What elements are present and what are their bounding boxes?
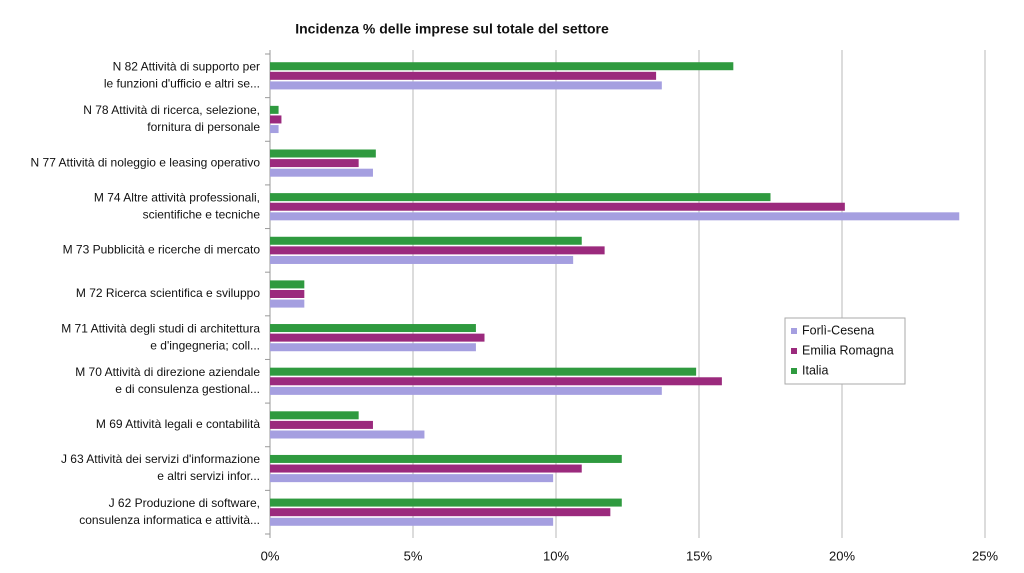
bar (270, 411, 359, 420)
legend-swatch (791, 328, 797, 334)
y-tick-label: N 77 Attività di noleggio e leasing oper… (31, 155, 261, 169)
y-tick-label: e di consulenza gestional... (115, 382, 260, 396)
y-tick-label: N 82 Attività di supporto per (113, 59, 260, 73)
bar (270, 115, 282, 124)
bar (270, 420, 373, 429)
bar (270, 212, 960, 221)
x-tick-label: 0% (261, 548, 280, 563)
bar (270, 498, 622, 507)
legend-label: Forlì-Cesena (802, 323, 874, 337)
y-tick-label: N 78 Attività di ricerca, selezione, (83, 103, 260, 117)
y-tick-label: M 74 Altre attività professionali, (94, 190, 260, 204)
y-tick-label: consulenza informatica e attività... (79, 513, 260, 527)
x-tick-label: 10% (543, 548, 569, 563)
bar (270, 333, 485, 342)
bar (270, 474, 554, 483)
bar (270, 386, 662, 395)
bar (270, 246, 605, 255)
bar (270, 168, 373, 177)
legend-label: Italia (802, 363, 828, 377)
y-tick-label: scientifiche e tecniche (143, 207, 261, 221)
y-tick-label: M 72 Ricerca scientifica e sviluppo (76, 286, 260, 300)
bar (270, 62, 734, 71)
bar (270, 280, 305, 289)
bar (270, 159, 359, 168)
y-tick-label: fornitura di personale (147, 120, 260, 134)
y-tick-label: M 70 Attività di direzione aziendale (75, 365, 260, 379)
x-tick-label: 20% (829, 548, 855, 563)
y-tick-label: M 73 Pubblicità e ricerche di mercato (63, 243, 261, 257)
legend-swatch (791, 348, 797, 354)
y-tick-label: e d'ingegneria; coll... (150, 338, 260, 352)
bar (270, 81, 662, 90)
x-tick-label: 25% (972, 548, 998, 563)
bar (270, 105, 279, 114)
bar (270, 464, 582, 473)
x-tick-label: 15% (686, 548, 712, 563)
chart-title: Incidenza % delle imprese sul totale del… (295, 21, 609, 37)
legend-label: Emilia Romagna (802, 343, 894, 357)
bar (270, 454, 622, 463)
bar (270, 508, 611, 517)
bar (270, 202, 845, 211)
y-tick-label: J 63 Attività dei servizi d'informazione (61, 452, 260, 466)
x-tick-label: 5% (404, 548, 423, 563)
bar (270, 290, 305, 298)
bar (270, 430, 425, 439)
bar (270, 149, 376, 158)
bar (270, 255, 574, 264)
bar (270, 324, 476, 333)
legend-box (784, 317, 906, 385)
bar (270, 71, 657, 80)
bar (270, 299, 305, 308)
legend-swatch (791, 368, 797, 374)
bar (270, 343, 476, 352)
y-tick-label: e altri servizi infor... (157, 469, 260, 483)
bar (270, 377, 722, 386)
y-tick-label: le funzioni d'ufficio e altri se... (104, 76, 260, 90)
y-tick-label: M 69 Attività legali e contabilità (96, 417, 260, 431)
bar (270, 517, 554, 526)
bar (270, 125, 279, 134)
y-tick-label: J 62 Produzione di software, (109, 496, 260, 510)
bar (270, 193, 771, 202)
bar (270, 367, 697, 376)
y-tick-label: M 71 Attività degli studi di architettur… (61, 321, 260, 335)
bar (270, 236, 582, 245)
